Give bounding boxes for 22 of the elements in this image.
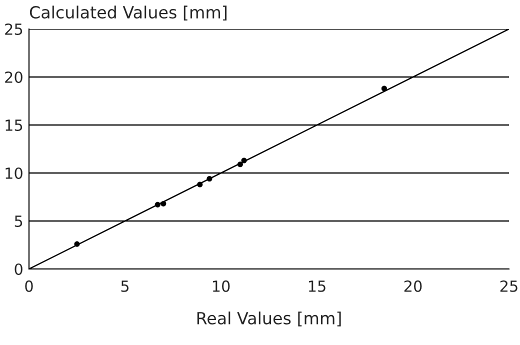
point <box>154 202 160 208</box>
x-tick-label: 5 <box>121 280 129 292</box>
x-tick-label: 10 <box>212 280 230 292</box>
x-tick-label: 25 <box>500 280 518 292</box>
y-tick-label: 0 <box>14 263 22 276</box>
x-tick-label: 15 <box>308 280 326 292</box>
y-tick-label: 5 <box>14 216 22 228</box>
point <box>237 162 243 168</box>
point <box>160 200 166 206</box>
y-tick-label: 25 <box>5 23 22 36</box>
y-tick-label: 10 <box>6 167 22 180</box>
y-tick-label: 15 <box>6 120 22 132</box>
point <box>197 182 203 188</box>
x-axis-title: Real Values [mm] <box>197 312 341 326</box>
point <box>74 241 80 247</box>
x-tick-label: 0 <box>25 280 33 292</box>
y-axis-title: Calculated Values [mm] <box>30 6 227 21</box>
point <box>381 86 387 92</box>
point <box>206 176 212 182</box>
y-tick-label: 20 <box>5 71 22 84</box>
point <box>241 158 247 164</box>
x-tick-label: 20 <box>404 280 422 292</box>
